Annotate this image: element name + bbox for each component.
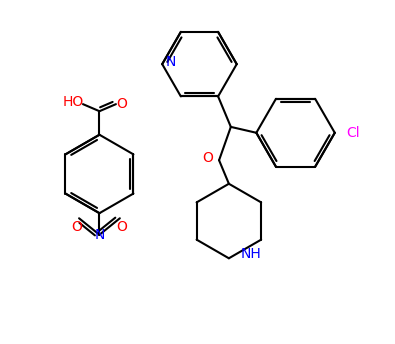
Text: N: N [166, 55, 176, 69]
Text: O: O [71, 220, 83, 234]
Text: N: N [94, 228, 105, 242]
Text: Cl: Cl [346, 126, 360, 140]
Text: NH: NH [241, 247, 261, 261]
Text: O: O [117, 220, 127, 234]
Text: O: O [117, 97, 127, 111]
Text: HO: HO [62, 95, 84, 109]
Text: O: O [203, 151, 214, 165]
